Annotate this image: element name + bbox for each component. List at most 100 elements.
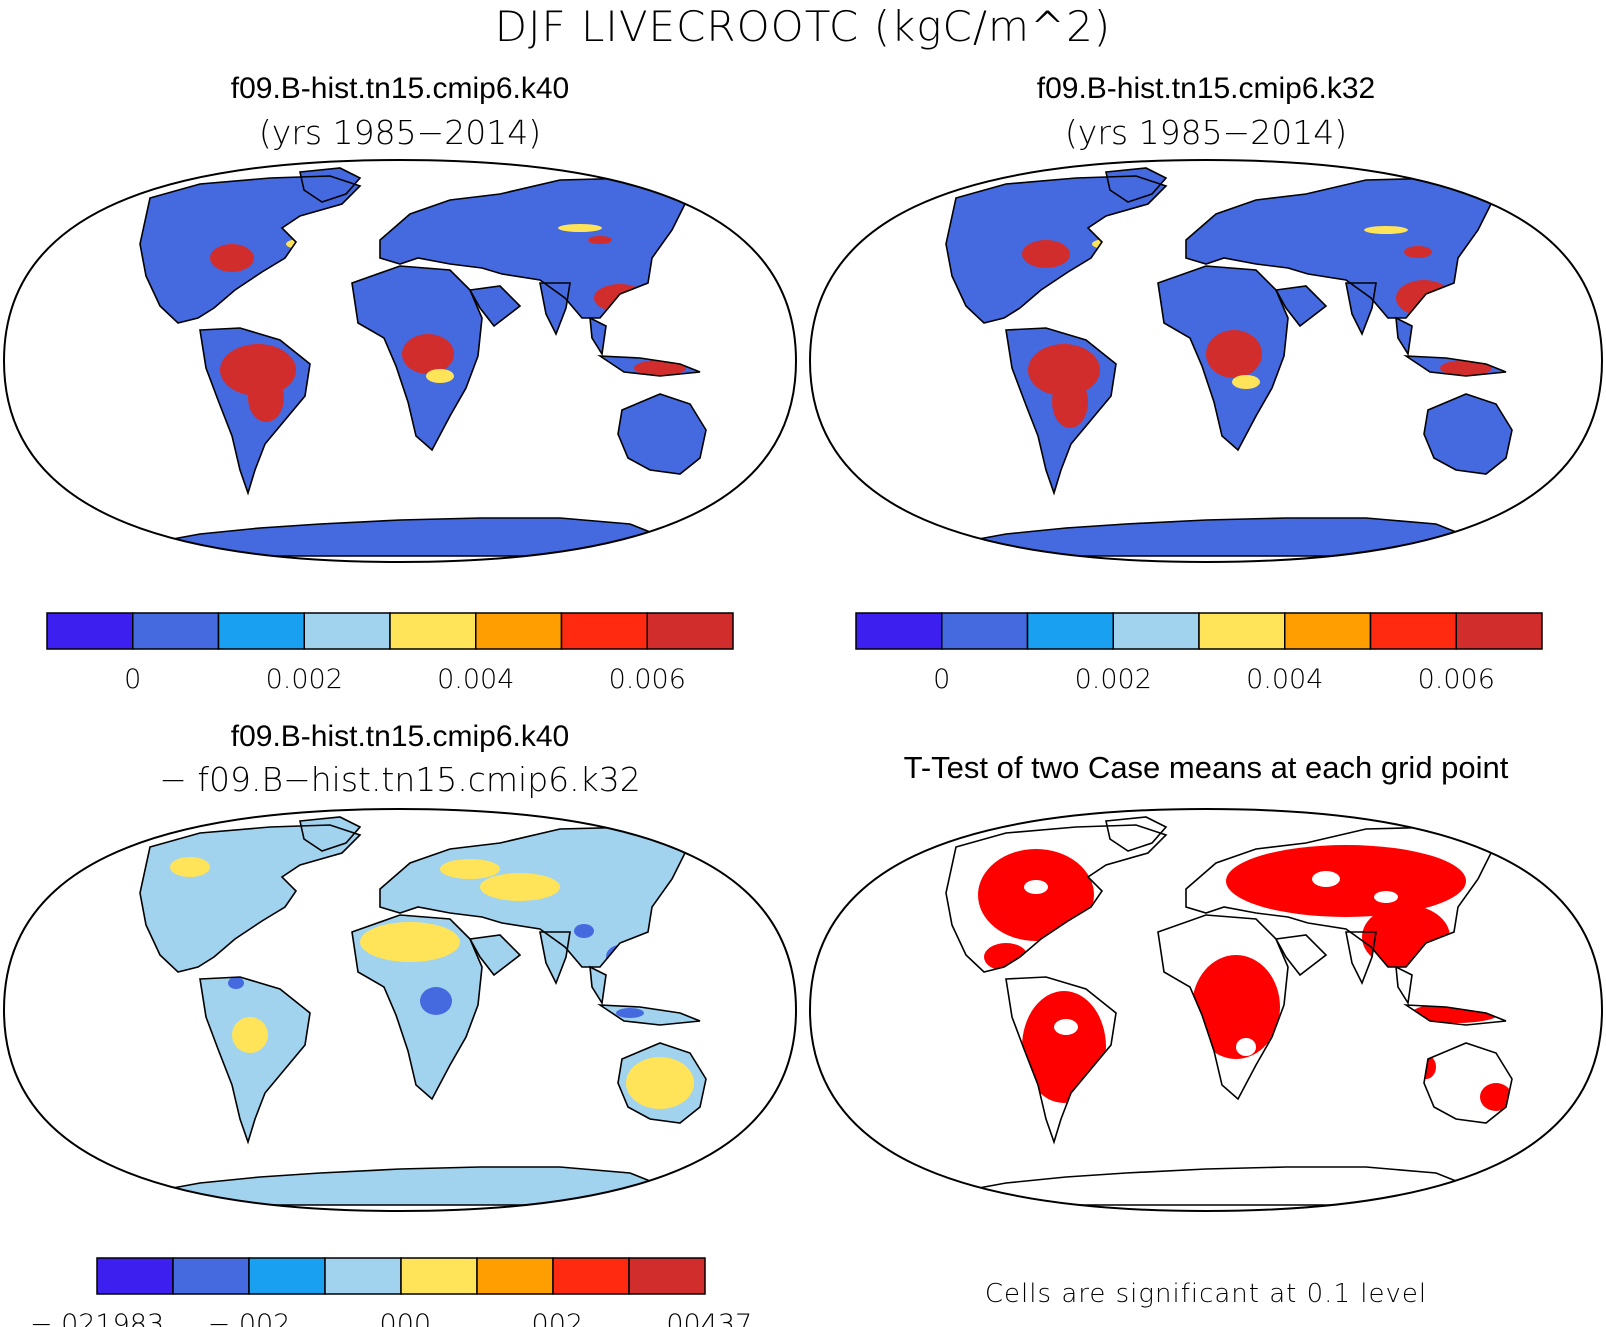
colorbar-label: .00437 (658, 1309, 752, 1327)
field-highlight (1206, 330, 1262, 378)
panel-k32-subtitle: (yrs 1985−2014) (1064, 113, 1348, 152)
field-accent (1024, 880, 1048, 894)
panel-k32-title: f09.B-hist.tn15.cmip6.k32 (1036, 72, 1376, 105)
coastline-northAmerica (139, 824, 362, 973)
colorbar-swatch (217, 612, 305, 650)
panel-ttest-title: T-Test of two Case means at each grid po… (903, 750, 1509, 785)
colorbar-swatch (46, 612, 134, 650)
field-highlight (1480, 1083, 1512, 1111)
map-border (2, 158, 798, 564)
coastline-australia (617, 1042, 707, 1124)
field-accent (558, 224, 602, 232)
coastline-seAsia (1395, 316, 1413, 357)
colorbar-k40: 0 0.002 0.004 0.006 (46, 612, 734, 695)
colorbar-diff: −.021983 −.002 .000 .002 .00437 (30, 1257, 752, 1327)
coastline-india (539, 931, 571, 985)
colorbar-label: −.002 (208, 1309, 291, 1327)
coastline-eurasia (379, 826, 692, 968)
field-highlight (248, 374, 284, 422)
colorbar-swatch (1284, 612, 1372, 650)
field-highlight (210, 244, 254, 272)
colorbar-swatch (248, 1257, 326, 1295)
colorbar-swatch (628, 1257, 706, 1295)
colorbar-swatch (1198, 612, 1286, 650)
field-accent (1364, 226, 1408, 234)
coastline-northAmerica (945, 824, 1168, 973)
coastline-southAmerica (199, 327, 311, 496)
coastline-eurasia (1185, 826, 1498, 968)
colorbar-label: .000 (371, 1309, 431, 1327)
field-highlight (1404, 246, 1432, 258)
coastline-eurasia (1185, 177, 1498, 319)
coastline-seAsia (589, 316, 607, 357)
coastline-indonesia (1403, 355, 1507, 377)
field-highlight (1192, 955, 1280, 1059)
coastline-greenland (1105, 816, 1168, 852)
coastline-eurasia (379, 177, 692, 319)
colorbar-swatch (646, 612, 734, 650)
field-highlight (588, 236, 612, 244)
panel-k40-title: f09.B-hist.tn15.cmip6.k40 (230, 72, 570, 105)
coastline-seAsia (1395, 965, 1413, 1006)
map-ttest (808, 807, 1604, 1213)
colorbar-label: 0.002 (1075, 664, 1152, 695)
coastline-africa (1157, 914, 1289, 1101)
coastline-australia (1423, 1042, 1513, 1124)
colorbar-label: 0 (124, 664, 141, 695)
coastline-australia (1423, 393, 1513, 475)
colorbar-label: .002 (523, 1309, 583, 1327)
coastline-indonesia (1403, 1004, 1507, 1026)
map-border (808, 807, 1604, 1213)
coastline-northAmerica (945, 175, 1168, 324)
panel-diff-subtitle: − f09.B−hist.tn15.cmip6.k32 (159, 760, 641, 799)
significance-note: Cells are significant at 0.1 level (984, 1279, 1428, 1309)
coastline-greenland (1105, 167, 1168, 203)
field-highlight (1440, 360, 1492, 376)
field-accent (426, 369, 454, 383)
colorbar-label: −.021983 (30, 1309, 164, 1327)
coastline-australia (617, 393, 707, 475)
coastline-india (539, 282, 571, 336)
colorbar-swatch (324, 1257, 402, 1295)
field-accent (420, 987, 452, 1015)
colorbar-swatch (303, 612, 391, 650)
field-highlight (1022, 240, 1070, 268)
colorbar-label: 0.006 (1418, 664, 1495, 695)
colorbar-label: 0.002 (266, 664, 343, 695)
colorbar-label: 0.004 (1246, 664, 1323, 695)
coastline-arabia (468, 285, 522, 328)
colorbar-swatch (389, 612, 477, 650)
field-highlight (170, 857, 210, 877)
colorbar-label: 0 (933, 664, 950, 695)
field-highlight (480, 873, 560, 901)
field-accent (574, 924, 594, 938)
coastline-greenland (299, 167, 362, 203)
colorbar-swatch (172, 1257, 250, 1295)
field-highlight (978, 849, 1094, 941)
colorbar-swatch (475, 612, 563, 650)
field-accent (1054, 1019, 1078, 1035)
field-highlight (440, 859, 500, 879)
coastline-southAmerica (1005, 976, 1117, 1145)
field-highlight (360, 922, 460, 962)
coastline-india (1345, 931, 1377, 985)
field-accent (1236, 1038, 1256, 1056)
field-accent (228, 977, 244, 989)
coastline-arabia (1274, 934, 1328, 977)
colorbar-swatch (1112, 612, 1200, 650)
field-accent (1312, 871, 1340, 887)
colorbar-swatch (941, 612, 1029, 650)
colorbar-swatch (1026, 612, 1114, 650)
colorbar-label: 0.006 (609, 664, 686, 695)
field-accent (616, 1008, 644, 1018)
coastline-greenland (299, 816, 362, 852)
colorbar-swatch (476, 1257, 554, 1295)
figure-title: DJF LIVECROOTC (kgC/m^2) (494, 2, 1112, 51)
coastline-africa (351, 914, 483, 1101)
field-highlight (1226, 845, 1466, 917)
field-highlight (626, 1057, 694, 1109)
colorbar-swatch (1455, 612, 1543, 650)
coastline-southAmerica (1005, 327, 1117, 496)
coastline-seAsia (589, 965, 607, 1006)
coastline-africa (351, 265, 483, 452)
